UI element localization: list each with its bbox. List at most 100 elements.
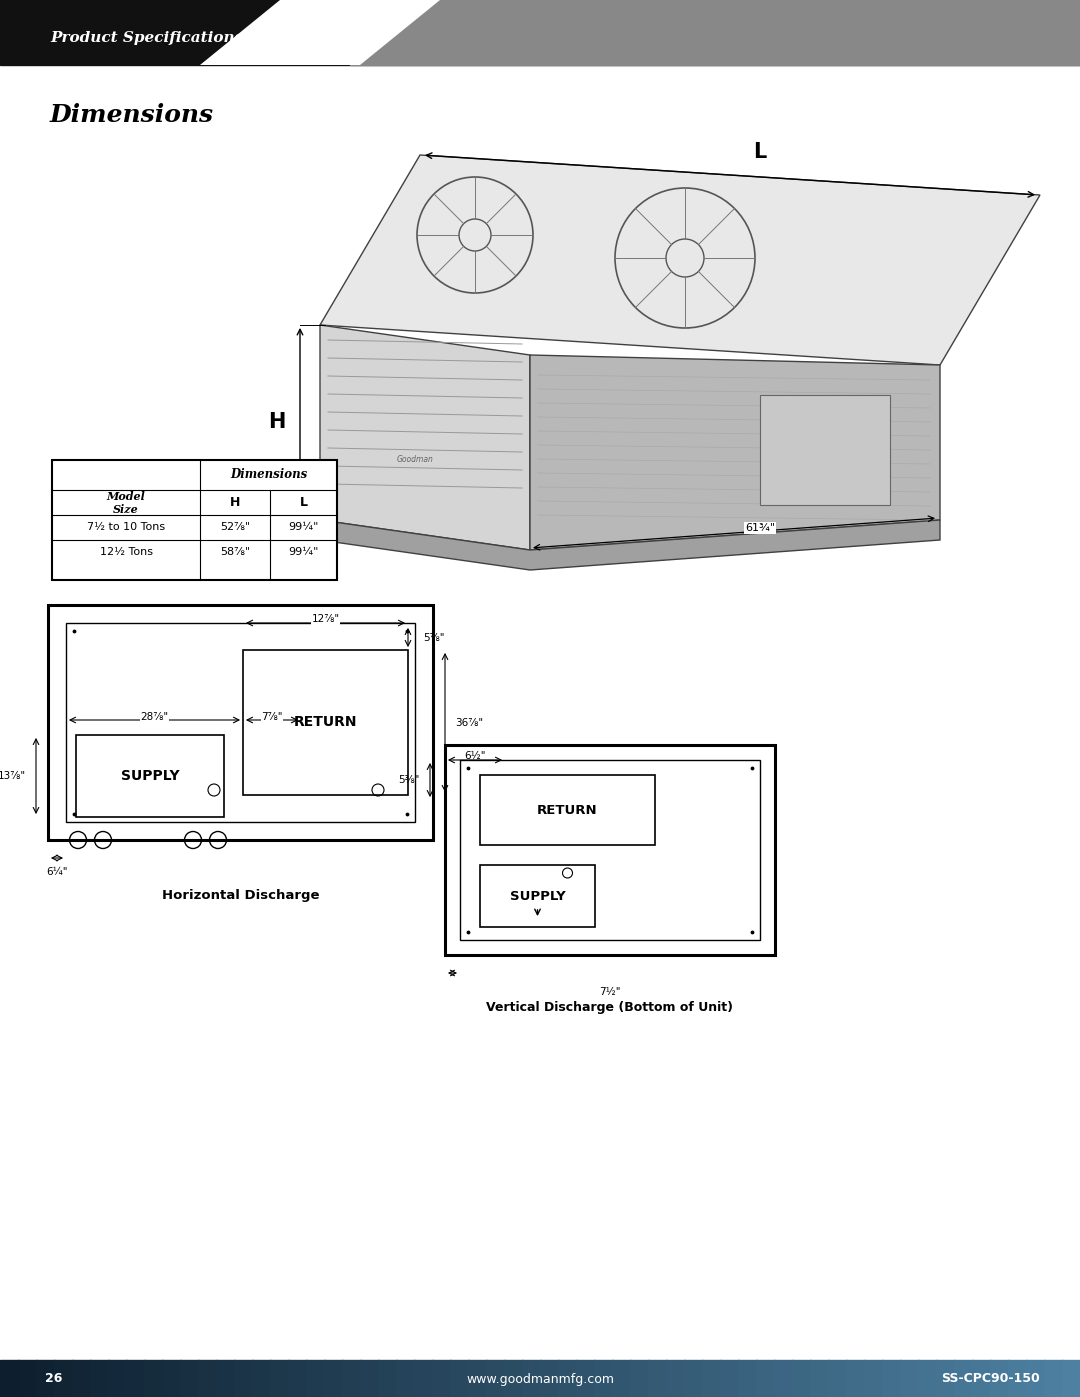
- Text: 99¼": 99¼": [288, 548, 319, 557]
- Text: L: L: [299, 496, 308, 510]
- Text: 26: 26: [45, 1372, 63, 1386]
- Text: RETURN: RETURN: [294, 715, 357, 729]
- Bar: [612, 1361, 631, 1397]
- Bar: [288, 1361, 307, 1397]
- Text: Goodman: Goodman: [396, 455, 433, 464]
- Bar: [76, 735, 224, 817]
- Text: 7½": 7½": [599, 988, 621, 997]
- Bar: [72, 1361, 91, 1397]
- Bar: [1026, 1361, 1045, 1397]
- Bar: [234, 1361, 253, 1397]
- Text: www.goodmanmfg.com: www.goodmanmfg.com: [465, 1372, 615, 1386]
- Bar: [306, 1361, 325, 1397]
- Bar: [66, 623, 415, 821]
- Text: 5⅞": 5⅞": [423, 633, 445, 643]
- Bar: [720, 1361, 739, 1397]
- Polygon shape: [200, 0, 440, 66]
- Bar: [270, 1361, 289, 1397]
- Bar: [558, 1361, 577, 1397]
- Bar: [126, 1361, 145, 1397]
- Bar: [0, 0, 1080, 66]
- Bar: [480, 775, 654, 845]
- Bar: [1062, 1361, 1080, 1397]
- Text: 13⅞": 13⅞": [0, 771, 26, 781]
- Text: Vertical Discharge (Bottom of Unit): Vertical Discharge (Bottom of Unit): [486, 1000, 733, 1013]
- Text: 28⅞": 28⅞": [140, 712, 168, 722]
- Bar: [918, 1361, 937, 1397]
- Bar: [198, 1361, 217, 1397]
- Bar: [702, 1361, 721, 1397]
- Bar: [180, 1361, 199, 1397]
- Bar: [486, 1361, 505, 1397]
- Bar: [936, 1361, 955, 1397]
- Bar: [342, 1361, 361, 1397]
- Text: 7½ to 10 Tons: 7½ to 10 Tons: [86, 522, 165, 532]
- Bar: [990, 1361, 1009, 1397]
- Bar: [756, 1361, 775, 1397]
- Bar: [432, 1361, 451, 1397]
- Text: 6½": 6½": [464, 752, 486, 761]
- Bar: [846, 1361, 865, 1397]
- Bar: [828, 1361, 847, 1397]
- Bar: [252, 1361, 271, 1397]
- Text: 61¾": 61¾": [745, 522, 775, 534]
- Bar: [594, 1361, 613, 1397]
- Bar: [350, 0, 1080, 66]
- Text: Dimensions: Dimensions: [50, 103, 214, 127]
- Bar: [504, 1361, 523, 1397]
- Bar: [900, 1361, 919, 1397]
- Bar: [52, 460, 337, 580]
- Polygon shape: [320, 326, 530, 550]
- Bar: [378, 1361, 397, 1397]
- Text: H: H: [268, 412, 285, 432]
- Text: H: H: [230, 496, 240, 510]
- Bar: [630, 1361, 649, 1397]
- Text: Dimensions: Dimensions: [230, 468, 307, 482]
- Bar: [480, 865, 595, 928]
- Bar: [792, 1361, 811, 1397]
- Bar: [108, 1361, 127, 1397]
- Bar: [864, 1361, 883, 1397]
- Bar: [522, 1361, 541, 1397]
- Bar: [324, 1361, 343, 1397]
- Bar: [36, 1361, 55, 1397]
- Bar: [954, 1361, 973, 1397]
- Text: SUPPLY: SUPPLY: [510, 890, 565, 902]
- Bar: [810, 1361, 829, 1397]
- Polygon shape: [320, 155, 1040, 365]
- Text: 5⅜": 5⅜": [399, 775, 420, 785]
- Bar: [450, 1361, 469, 1397]
- Text: SUPPLY: SUPPLY: [121, 768, 179, 782]
- Bar: [144, 1361, 163, 1397]
- Bar: [1044, 1361, 1063, 1397]
- Bar: [48, 605, 433, 840]
- Text: 99¼": 99¼": [288, 522, 319, 532]
- Bar: [54, 1361, 73, 1397]
- Bar: [1008, 1361, 1027, 1397]
- Bar: [216, 1361, 235, 1397]
- Text: Model
Size: Model Size: [107, 492, 146, 515]
- Bar: [0, 1361, 19, 1397]
- Text: 12½ Tons: 12½ Tons: [99, 548, 152, 557]
- Bar: [666, 1361, 685, 1397]
- Bar: [684, 1361, 703, 1397]
- Text: SS-CPC90-150: SS-CPC90-150: [942, 1372, 1040, 1386]
- Bar: [738, 1361, 757, 1397]
- Bar: [576, 1361, 595, 1397]
- Text: 36⅞": 36⅞": [455, 718, 483, 728]
- Bar: [540, 1361, 559, 1397]
- Text: Product Specifications: Product Specifications: [50, 31, 243, 45]
- Bar: [468, 1361, 487, 1397]
- Bar: [972, 1361, 991, 1397]
- Bar: [774, 1361, 793, 1397]
- Bar: [396, 1361, 415, 1397]
- Text: 7⅞": 7⅞": [261, 712, 283, 722]
- Bar: [445, 745, 775, 956]
- Bar: [162, 1361, 181, 1397]
- Bar: [760, 395, 890, 504]
- Text: 6¼": 6¼": [46, 868, 68, 877]
- Bar: [414, 1361, 433, 1397]
- Bar: [90, 1361, 109, 1397]
- Text: 58⅞": 58⅞": [220, 548, 251, 557]
- Bar: [243, 650, 408, 795]
